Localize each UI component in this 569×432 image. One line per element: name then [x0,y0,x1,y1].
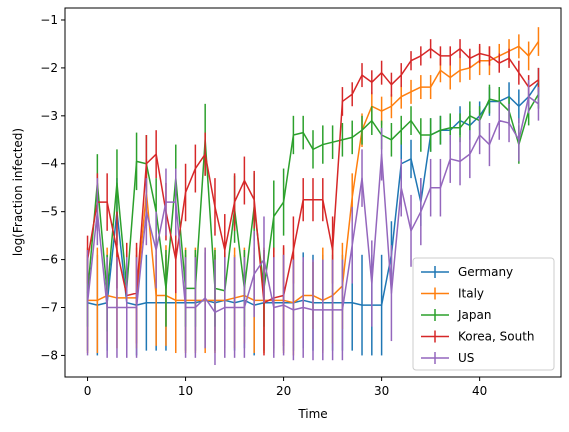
x-tick-label: 30 [374,384,389,398]
legend-item: Korea, South [421,330,535,344]
x-axis-label: Time [297,407,327,421]
y-tick-label: −7 [40,301,58,315]
plot-frame [64,7,562,378]
y-axis-label: log(Fraction infected) [11,128,25,256]
y-tick-label: −6 [40,253,58,267]
y-tick-label: −1 [40,13,58,27]
series-line [86,47,539,304]
legend-item: Italy [421,287,484,301]
series-line [86,93,540,294]
y-tick-label: −3 [40,109,58,123]
x-tick-label: 20 [276,384,291,398]
x-tick-label: 0 [84,384,92,398]
legend-item: US [421,351,474,365]
legend-label: Korea, South [458,330,535,344]
legend-label: Germany [458,265,513,279]
legend-box [412,257,555,371]
legend: Germany Italy Japan Korea, South US [412,257,555,371]
series-us [86,79,540,366]
y-axis: −8 −7 −6 −5 −4 −3 −2 −1 [40,13,65,362]
series-layer [86,27,540,366]
legend-label: Italy [458,287,484,301]
legend-label: Japan [457,308,491,322]
legend-item: Japan [421,308,491,322]
y-tick-label: −2 [40,61,58,75]
legend-label: US [458,351,474,365]
x-tick-label: 40 [472,384,487,398]
y-tick-label: −5 [40,205,58,219]
x-tick-label: 10 [178,384,193,398]
y-tick-label: −8 [40,348,58,362]
series-line [86,95,539,314]
x-axis: 0 10 20 30 40 [84,377,487,398]
y-tick-label: −4 [40,157,58,171]
legend-item: Germany [421,265,513,279]
